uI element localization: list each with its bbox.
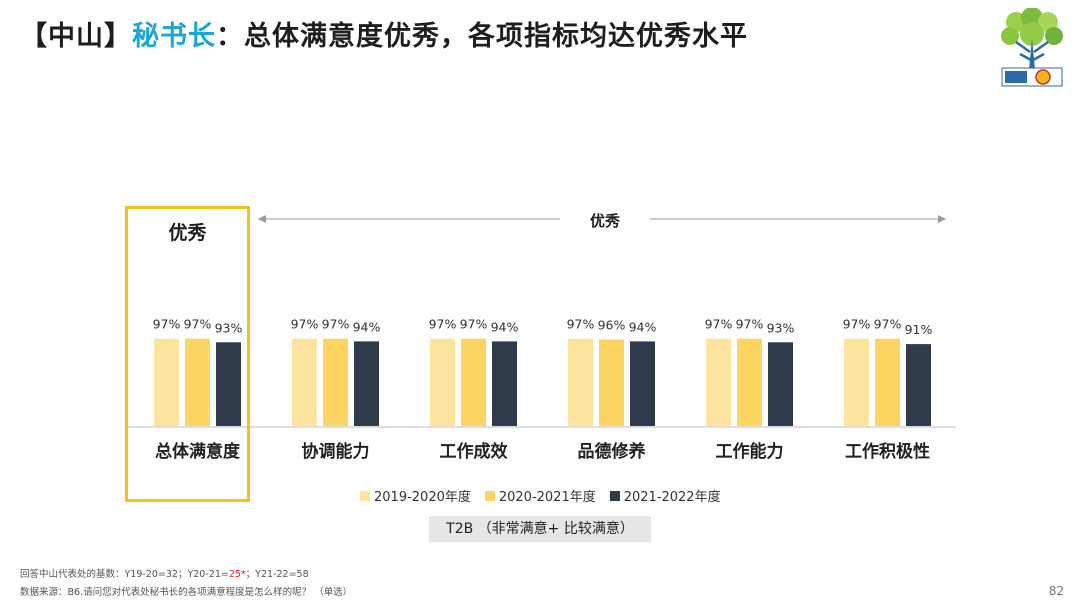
legend-swatch-2 — [609, 490, 620, 501]
bar-value-label: 93% — [767, 320, 795, 335]
bar-marks — [154, 338, 931, 426]
bar — [768, 342, 793, 426]
range-arrow-right-head — [938, 215, 946, 223]
category-label: 品德修养 — [578, 441, 647, 462]
footnote-base-prefix: 回答中山代表处的基数：Y19-20=32；Y20-21= — [20, 569, 229, 580]
bar-value-label: 97% — [460, 317, 488, 332]
bar — [737, 338, 762, 426]
legend-label-0: 2019-2020年度 — [374, 490, 471, 505]
footnote-base-suffix: ；Y21-22=58 — [245, 569, 309, 580]
bar-value-label: 97% — [843, 317, 871, 332]
bar — [906, 344, 931, 426]
category-label: 工作成效 — [440, 441, 508, 462]
bar — [599, 339, 624, 426]
bar-value-label: 96% — [598, 318, 626, 333]
bar-value-label: 91% — [905, 322, 933, 337]
bar — [216, 342, 241, 426]
bar-value-label: 97% — [874, 317, 902, 332]
bar — [292, 338, 317, 426]
bar-value-label: 94% — [629, 319, 657, 334]
t2b-label: T2B （非常满意+ 比较满意） — [429, 516, 651, 542]
footnote-base-highlight: 25* — [228, 569, 246, 580]
page-number: 82 — [1048, 584, 1064, 598]
bar — [461, 338, 486, 426]
bar-value-label: 93% — [215, 320, 243, 335]
legend-item: 2020-2021年度 — [484, 486, 596, 505]
category-labels: 总体满意度 协调能力 工作成效 品德修养 工作能力 工作积极性 — [155, 441, 930, 462]
bar-value-label: 94% — [353, 319, 381, 334]
legend-swatch-0 — [360, 490, 370, 501]
bar — [492, 341, 517, 426]
bar-value-label: 97% — [705, 317, 733, 332]
footnote-source: 数据来源：B6.请问您对代表处秘书长的各项满意程度是怎么样的呢？ （单选） — [20, 587, 353, 598]
bar — [354, 341, 379, 426]
highlight-box — [125, 206, 250, 502]
legend: 2019-2020年度 2020-2021年度 2021-2022年度 — [360, 486, 721, 505]
footnote-base: 回答中山代表处的基数：Y19-20=32；Y20-21=25*；Y21-22=5… — [20, 566, 309, 580]
bar — [706, 338, 731, 426]
bar — [844, 338, 869, 426]
bar-value-label: 97% — [153, 317, 181, 332]
category-label: 工作积极性 — [845, 441, 930, 462]
bar-value-label: 97% — [736, 317, 764, 332]
bar-value-label: 97% — [429, 317, 457, 332]
bar — [185, 338, 210, 426]
bar-value-label: 97% — [184, 317, 212, 332]
category-label: 工作能力 — [716, 441, 784, 462]
bar-value-label: 97% — [322, 317, 350, 332]
bar — [323, 338, 348, 426]
range-label: 优秀 — [560, 210, 650, 231]
title-prefix: 【中山】 — [20, 21, 132, 52]
bar — [875, 338, 900, 426]
bar-value-label: 94% — [491, 319, 519, 334]
highlight-box-label: 优秀 — [168, 222, 207, 244]
bar — [430, 338, 455, 426]
category-label: 总体满意度 — [155, 441, 241, 462]
legend-item: 2021-2022年度 — [609, 486, 721, 505]
tree-logo-icon — [1001, 8, 1063, 87]
bar — [568, 338, 593, 426]
bar-value-label: 97% — [291, 317, 319, 332]
legend-label-2: 2021-2022年度 — [623, 490, 721, 505]
range-arrow-left-head — [258, 215, 266, 223]
bar-value-label: 97% — [567, 317, 595, 332]
bar — [154, 338, 179, 426]
bar — [630, 341, 655, 426]
title-highlight: 秘书长 — [132, 21, 216, 52]
legend-swatch-1 — [484, 490, 495, 501]
legend-item: 2019-2020年度 — [360, 486, 471, 505]
category-label: 协调能力 — [302, 441, 370, 462]
title-rest: ：总体满意度优秀，各项指标均达优秀水平 — [216, 21, 748, 52]
value-labels: 97% 97% 93% 97% 97% 94% 97% 97% 94% 97% 96% 94% 97% 9… — [153, 317, 933, 337]
page-title: 【中山】秘书长：总体满意度优秀，各项指标均达优秀水平 — [20, 14, 748, 53]
legend-label-1: 2020-2021年度 — [498, 490, 596, 505]
